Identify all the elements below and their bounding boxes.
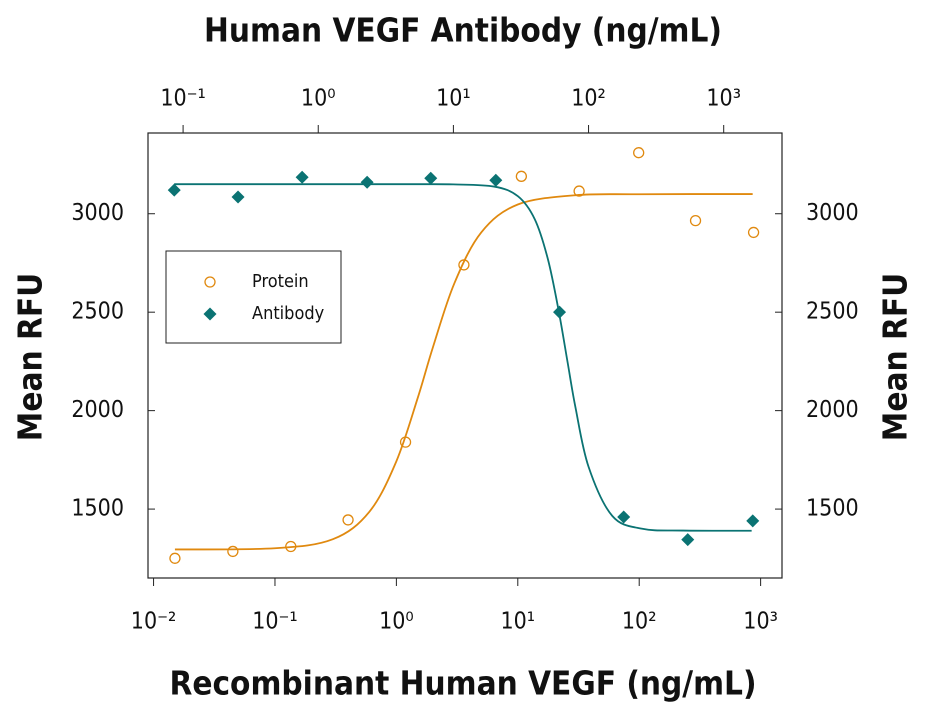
data-point bbox=[227, 545, 239, 558]
x-tick-label: 10¹ bbox=[500, 609, 535, 635]
y2-tick-label: 1500 bbox=[806, 496, 859, 522]
data-point bbox=[747, 226, 760, 239]
data-point bbox=[573, 185, 585, 197]
y2-tick-label: 2000 bbox=[806, 397, 859, 423]
legend-label: Protein bbox=[252, 271, 309, 292]
x2-tick-label: 10⁰ bbox=[301, 86, 336, 112]
y-tick-label: 2500 bbox=[71, 299, 124, 325]
data-point bbox=[746, 514, 760, 528]
data-point bbox=[399, 436, 412, 448]
data-point bbox=[689, 214, 702, 227]
data-point bbox=[633, 147, 645, 159]
data-point bbox=[167, 183, 181, 197]
data-point bbox=[231, 190, 245, 204]
x2-tick-label: 10³ bbox=[706, 86, 741, 112]
y2-tick-label: 3000 bbox=[806, 200, 859, 226]
data-point bbox=[169, 552, 181, 564]
data-point bbox=[617, 510, 631, 524]
x-tick-label: 10⁻¹ bbox=[252, 609, 298, 635]
x-tick-label: 10⁰ bbox=[379, 609, 414, 635]
x-tick-label: 10³ bbox=[743, 609, 778, 635]
data-point bbox=[553, 305, 567, 319]
data-point bbox=[342, 514, 354, 526]
y-tick-label: 1500 bbox=[71, 496, 124, 522]
y2-tick-label: 2500 bbox=[806, 299, 859, 325]
top-axis-title: Human VEGF Antibody (ng/mL) bbox=[204, 11, 722, 50]
right-axis-title: Mean RFU bbox=[876, 273, 915, 441]
data-point bbox=[285, 540, 297, 553]
data-point bbox=[489, 173, 503, 187]
data-point bbox=[681, 533, 695, 547]
plot-frame bbox=[147, 132, 783, 579]
fit-curve bbox=[174, 183, 752, 532]
data-point bbox=[458, 259, 470, 271]
data-point bbox=[360, 175, 374, 189]
legend-box bbox=[165, 250, 342, 344]
legend-marker bbox=[203, 307, 217, 321]
data-point bbox=[515, 170, 528, 182]
bottom-axis-title: Recombinant Human VEGF (ng/mL) bbox=[169, 664, 756, 703]
y-tick-label: 2000 bbox=[71, 397, 124, 423]
legend-label: Antibody bbox=[252, 303, 325, 324]
x2-tick-label: 10⁻¹ bbox=[160, 86, 206, 112]
data-point bbox=[295, 170, 309, 184]
left-axis-title: Mean RFU bbox=[11, 273, 50, 441]
data-point bbox=[424, 171, 438, 185]
x2-tick-label: 10² bbox=[571, 86, 606, 112]
x2-tick-label: 10¹ bbox=[436, 86, 471, 112]
x-tick-label: 10² bbox=[622, 609, 657, 635]
y-tick-label: 3000 bbox=[71, 200, 124, 226]
fit-curve bbox=[174, 193, 753, 551]
x-tick-label: 10⁻² bbox=[131, 609, 177, 635]
legend-marker bbox=[204, 276, 216, 288]
